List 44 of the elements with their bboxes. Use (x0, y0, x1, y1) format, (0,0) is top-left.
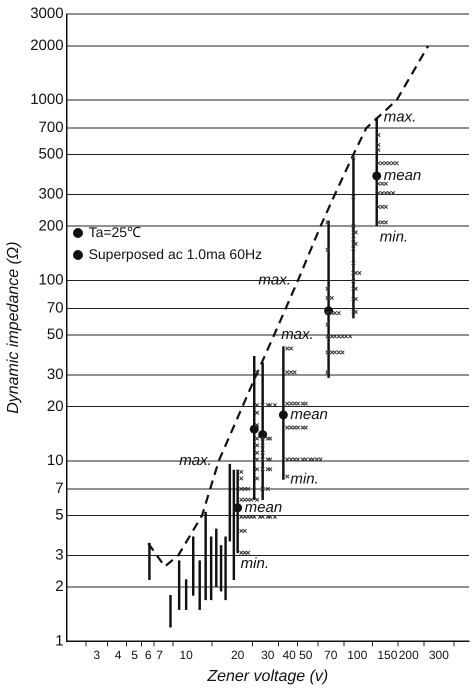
annotation: Superposed ac 1.0ma 60Hz (88, 246, 262, 262)
y-tick-label: 10 (46, 452, 64, 470)
x-tick-label: 7 (156, 648, 164, 662)
y-tick-label: 2 (55, 578, 64, 596)
y-tick-label: 3 (55, 546, 64, 564)
y-tick-label: 7 (55, 480, 64, 498)
annotation: mean (244, 498, 282, 516)
x-tick-label: 5 (131, 648, 138, 662)
y-tick-label: 30 (46, 366, 64, 384)
y-axis-title: Dynamic impedance (Ω) (5, 242, 22, 414)
x-tick-label: 200 (398, 648, 420, 662)
x-tick-label: 40 (282, 648, 296, 662)
y-tick-label: 300 (38, 186, 64, 203)
x-tick-label: 3 (93, 648, 100, 662)
x-tick-label: 50 (299, 648, 313, 662)
y-tick-label: 1000 (30, 91, 64, 108)
y-tick-label: 100 (38, 272, 64, 289)
x-tick-label: 4 (114, 648, 122, 662)
y-tick-label: 200 (38, 217, 64, 234)
y-tick-label: 3000 (30, 5, 64, 22)
annotation: min. (380, 228, 408, 246)
x-tick-label: 30 (261, 648, 275, 662)
y-tick-label: 700 (38, 119, 64, 136)
y-tick-label: 50 (46, 326, 64, 343)
y-tick-label: 2000 (30, 36, 64, 54)
y-tick-label: 5 (55, 506, 64, 524)
x-tick-label: 10 (179, 648, 194, 662)
x-tick-label: 150 (377, 648, 398, 662)
annotation: min. (240, 554, 269, 572)
annotation: min. (290, 470, 319, 488)
x-tick-label: 70 (324, 648, 338, 662)
x-tick-label: 100 (347, 648, 368, 662)
annotation: mean (290, 406, 328, 424)
y-tick-label: 70 (46, 300, 64, 317)
x-tick-label: 300 (428, 648, 450, 662)
x-tick-label: 6 (144, 648, 152, 662)
y-tick-label: 20 (46, 398, 64, 415)
y-tick-label: 1 (55, 632, 64, 650)
x-tick-label: 20 (230, 648, 245, 662)
annotation: Ta=25℃ (88, 224, 142, 240)
x-axis-title: Zener voltage (v) (206, 668, 328, 685)
y-tick-label: 500 (38, 146, 64, 163)
annotation: mean (384, 167, 422, 184)
annotation: max. (384, 108, 416, 126)
